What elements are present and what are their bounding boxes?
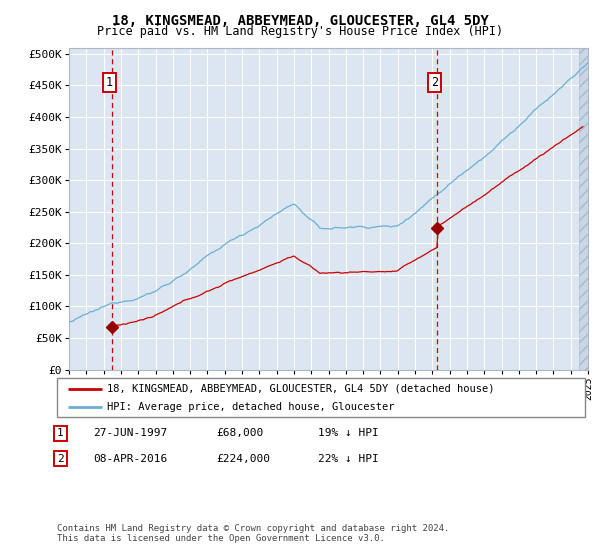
Text: 2: 2	[431, 76, 438, 89]
Text: 18, KINGSMEAD, ABBEYMEAD, GLOUCESTER, GL4 5DY (detached house): 18, KINGSMEAD, ABBEYMEAD, GLOUCESTER, GL…	[107, 384, 494, 394]
Text: £68,000: £68,000	[216, 428, 263, 438]
Text: 19% ↓ HPI: 19% ↓ HPI	[318, 428, 379, 438]
Text: HPI: Average price, detached house, Gloucester: HPI: Average price, detached house, Glou…	[107, 403, 395, 412]
Text: Contains HM Land Registry data © Crown copyright and database right 2024.
This d: Contains HM Land Registry data © Crown c…	[57, 524, 449, 543]
Text: Price paid vs. HM Land Registry's House Price Index (HPI): Price paid vs. HM Land Registry's House …	[97, 25, 503, 38]
FancyBboxPatch shape	[57, 378, 585, 417]
Text: 08-APR-2016: 08-APR-2016	[93, 454, 167, 464]
Text: 1: 1	[106, 76, 113, 89]
Text: £224,000: £224,000	[216, 454, 270, 464]
Text: 22% ↓ HPI: 22% ↓ HPI	[318, 454, 379, 464]
Text: 1: 1	[57, 428, 64, 438]
Text: 27-JUN-1997: 27-JUN-1997	[93, 428, 167, 438]
Text: 2: 2	[57, 454, 64, 464]
Text: 18, KINGSMEAD, ABBEYMEAD, GLOUCESTER, GL4 5DY: 18, KINGSMEAD, ABBEYMEAD, GLOUCESTER, GL…	[112, 14, 488, 28]
